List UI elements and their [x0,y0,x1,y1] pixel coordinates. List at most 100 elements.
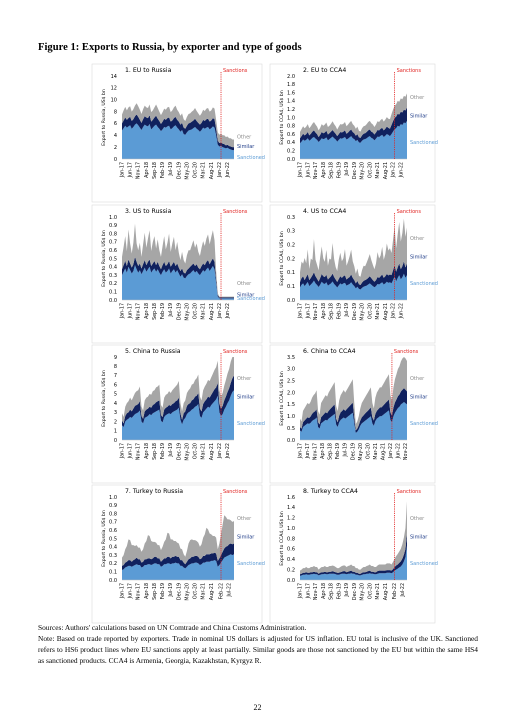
y-tick-label: 6 [114,121,117,127]
x-tick-label: Apr-18 [144,162,150,178]
y-tick-label: 0.3 [287,229,295,235]
y-tick-label: 0.7 [109,240,117,246]
x-tick-label: Jan-22 [388,443,394,459]
x-tick-label: Dec-19 [352,583,358,600]
y-tick-label: 0.9 [109,223,117,229]
series-label-other: Other [410,376,425,382]
x-tick-label: Aug-21 [209,443,215,460]
x-tick-label: Mar-21 [201,303,207,320]
series-label-other: Other [237,134,252,140]
x-tick-label: Sep-18 [328,443,334,460]
y-tick-label: 1.2 [287,516,295,522]
explanatory-note: Note: Based on trade reported by exporte… [38,633,478,665]
x-tick-label: Apr-18 [321,162,327,178]
y-tick-label: 0.5 [109,256,117,262]
y-tick-label: 0.5 [109,536,117,542]
x-tick-label: Jun-22 [225,303,231,319]
x-tick-label: Jun-17 [305,162,311,178]
x-tick-label: Jul-19 [344,303,350,318]
area-sanctioned [122,123,234,159]
area-sanctioned [300,273,407,300]
y-tick-label: 0.8 [109,231,117,237]
y-tick-label: 4 [114,401,117,407]
y-tick-label: 0.0 [109,578,117,584]
x-tick-label: Nov-17 [136,162,142,179]
x-tick-label: Jan-22 [391,303,397,319]
x-tick-label: Feb-19 [336,303,342,319]
panel-frame [91,63,263,203]
chart-panel-4: 4. US to CCA4 Export to CCA4, US$ bn 0.0 0.… [269,204,438,344]
y-tick-label: 0.6 [287,132,295,138]
page-number: 22 [253,703,262,712]
y-tick-label: 0.8 [287,536,295,542]
series-label-similar: Similar [237,395,255,401]
x-tick-label: May-20 [358,443,364,461]
x-tick-label: Apr-18 [144,303,150,319]
series-label-sanctioned: Sanctioned [410,561,438,567]
y-tick-label: 0.1 [109,290,117,296]
x-tick-label: Mar-21 [201,162,207,179]
y-tick-label: 12 [111,86,117,92]
x-tick-label: Mar-21 [201,583,207,600]
x-tick-label: May-20 [360,162,366,180]
area-other [300,501,407,575]
sanctions-label: Sanctions [223,349,248,355]
area-other [122,223,234,298]
x-tick-label: Feb-19 [335,443,341,459]
y-tick-label: 0.2 [287,242,295,248]
x-tick-label: Jun-17 [128,162,134,178]
y-tick-label: 10 [111,98,117,104]
x-tick-label: May-20 [184,303,190,321]
y-tick-label: 0.5 [287,426,295,432]
chart-panel-2: 2. EU to CCA4 Export to CCA4, US$ bn 0.0 0.… [269,63,438,203]
area-similar [122,375,234,428]
y-tick-label: 0.6 [109,248,117,254]
area-similar [300,261,407,290]
area-sanctioned [300,545,407,580]
panel-title: 7. Turkey to Russia [125,488,183,495]
x-tick-label: Jun-22 [395,443,401,459]
y-tick-label: 0.2 [287,567,295,573]
sanctions-label: Sanctions [223,489,248,495]
x-tick-label: Jun-22 [225,443,231,459]
series-label-other: Other [237,376,252,382]
series-label-similar: Similar [410,535,428,541]
x-tick-label: Jan-22 [217,443,223,459]
series-label-similar: Similar [237,293,255,299]
x-tick-label: Jun-22 [225,162,231,178]
y-tick-label: 0.1 [109,570,117,576]
y-tick-label: 0.8 [109,511,117,517]
x-tick-label: Aug-21 [383,303,389,320]
x-tick-label: Apr-18 [321,303,327,319]
series-label-other: Other [410,516,425,522]
panel-title: 6. China to CCA4 [303,348,356,355]
panel-frame [269,484,436,624]
y-tick-label: 0.6 [287,547,295,553]
y-tick-label: 1.4 [287,505,295,511]
x-tick-label: May-20 [360,303,366,321]
area-similar [300,107,407,144]
x-tick-label: Jul-19 [168,303,174,318]
series-label-similar: Similar [410,395,428,401]
x-tick-label: Feb-19 [336,162,342,178]
x-tick-label: Aug-21 [383,583,389,600]
x-tick-label: Apr-18 [144,583,150,599]
x-tick-label: Mar-21 [373,443,379,460]
area-sanctioned [122,554,234,580]
y-tick-label: 0.0 [287,578,295,584]
panel-frame [91,344,263,484]
y-tick-label: 0.0 [109,298,117,304]
y-tick-label: 1.6 [287,90,295,96]
y-axis-label: Export to CCA4, US$ bn [279,511,285,566]
y-axis-label: Export to Russia, US$ bn [101,230,107,287]
area-other [300,93,407,139]
x-tick-label: Dec-19 [176,303,182,320]
y-tick-label: 1.2 [287,107,295,113]
area-sanctioned [300,120,407,159]
y-tick-label: 2.5 [287,379,295,385]
x-tick-label: Nov-17 [136,443,142,460]
x-tick-label: Oct-20 [193,303,199,319]
panel-frame [91,204,263,344]
y-tick-label: 0.2 [109,561,117,567]
